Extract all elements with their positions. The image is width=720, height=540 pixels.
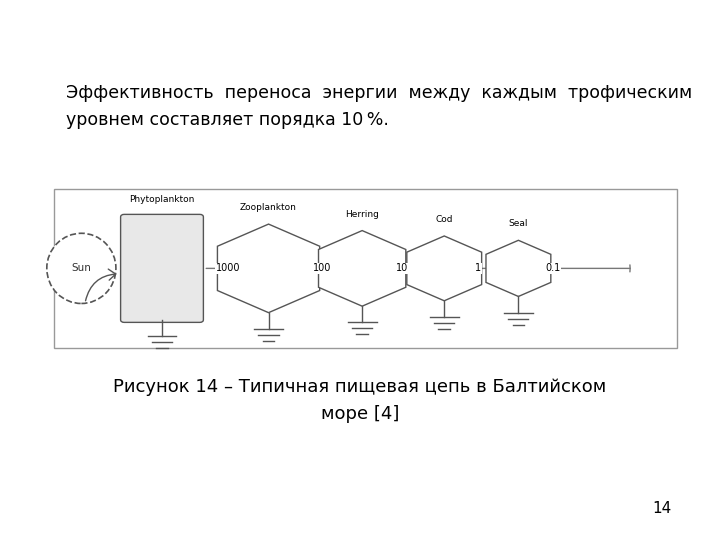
FancyBboxPatch shape	[121, 214, 203, 322]
Text: Cod: Cod	[436, 215, 453, 224]
Text: Phytoplankton: Phytoplankton	[130, 194, 194, 204]
Text: Zooplankton: Zooplankton	[240, 203, 297, 212]
Text: уровнем составляет порядка 10 %.: уровнем составляет порядка 10 %.	[66, 111, 389, 129]
Ellipse shape	[47, 233, 116, 303]
Text: Эффективность  переноса  энергии  между  каждым  трофическим: Эффективность переноса энергии между каж…	[66, 84, 693, 102]
Text: 0.1: 0.1	[545, 264, 561, 273]
FancyArrowPatch shape	[86, 269, 116, 301]
Text: Seal: Seal	[508, 219, 528, 228]
Text: Sun: Sun	[71, 264, 91, 273]
Polygon shape	[217, 224, 320, 313]
Polygon shape	[486, 240, 551, 296]
Text: море [4]: море [4]	[321, 405, 399, 423]
Polygon shape	[407, 236, 482, 301]
Text: 14: 14	[653, 501, 672, 516]
Text: 10: 10	[396, 264, 409, 273]
Bar	[54, 189, 677, 348]
Text: 100: 100	[312, 264, 331, 273]
Text: 1: 1	[475, 264, 481, 273]
Text: Рисунок 14 – Типичная пищевая цепь в Балтийском: Рисунок 14 – Типичная пищевая цепь в Бал…	[113, 378, 607, 396]
Text: Herring: Herring	[345, 210, 379, 219]
Polygon shape	[318, 231, 406, 306]
Text: 1000: 1000	[216, 264, 240, 273]
